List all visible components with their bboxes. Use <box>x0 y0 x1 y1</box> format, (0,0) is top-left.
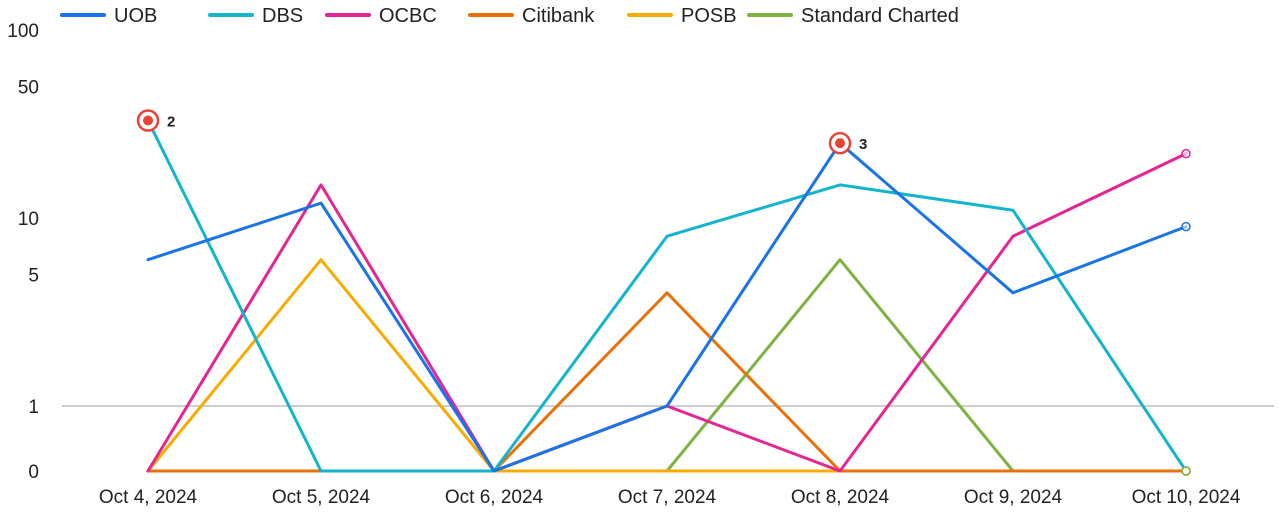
x-tick-label: Oct 6, 2024 <box>445 487 544 508</box>
annotation-label: 3 <box>859 136 867 153</box>
y-tick-label: 50 <box>18 78 39 99</box>
x-tick-label: Oct 7, 2024 <box>618 487 717 508</box>
annotation-marker: 2 <box>136 109 175 132</box>
x-axis-ticks: Oct 4, 2024 Oct 5, 2024 Oct 6, 2024 Oct 7, … <box>99 487 1241 508</box>
legend: UOB DBS OCBC Citibank POSB Standard Charted <box>60 5 959 27</box>
series-line-citibank <box>146 291 1188 473</box>
legend-label: Citibank <box>522 5 595 27</box>
legend-label: DBS <box>262 5 303 27</box>
annotations: 23 <box>136 109 867 155</box>
legend-item-uob[interactable]: UOB <box>60 5 157 27</box>
legend-label: UOB <box>114 5 157 27</box>
x-tick-label: Oct 5, 2024 <box>272 487 371 508</box>
end-point-ocbc <box>1181 148 1191 159</box>
y-tick-label: 1 <box>28 397 39 418</box>
legend-label: POSB <box>681 5 737 27</box>
legend-item-dbs[interactable]: DBS <box>208 5 303 27</box>
annotation-marker: 3 <box>828 131 867 155</box>
x-tick-label: Oct 8, 2024 <box>791 487 890 508</box>
legend-item-ocbc[interactable]: OCBC <box>325 5 437 27</box>
y-tick-label: 5 <box>28 266 39 287</box>
legend-label: Standard Charted <box>801 5 959 27</box>
y-tick-label: 100 <box>7 21 39 42</box>
y-tick-label: 0 <box>28 462 39 483</box>
end-point-uob <box>1181 221 1191 232</box>
x-tick-label: Oct 10, 2024 <box>1132 487 1241 508</box>
annotation-dot <box>143 115 153 126</box>
y-tick-label: 10 <box>18 209 39 230</box>
end-point-standard-charted <box>1181 466 1191 476</box>
x-tick-label: Oct 9, 2024 <box>964 487 1063 508</box>
series-lines <box>146 119 1191 476</box>
annotation-dot <box>835 138 845 149</box>
series-line-ocbc <box>146 152 1188 473</box>
series-line-uob <box>146 141 1188 473</box>
legend-label: OCBC <box>379 5 437 27</box>
annotation-label: 2 <box>167 114 175 131</box>
series-line-dbs <box>146 119 1188 473</box>
legend-item-citibank[interactable]: Citibank <box>468 5 595 27</box>
legend-item-posb[interactable]: POSB <box>627 5 737 27</box>
y-axis-ticks: 0 1 5 10 50 100 <box>7 21 39 483</box>
x-tick-label: Oct 4, 2024 <box>99 487 198 508</box>
legend-item-standard-charted[interactable]: Standard Charted <box>747 5 959 27</box>
